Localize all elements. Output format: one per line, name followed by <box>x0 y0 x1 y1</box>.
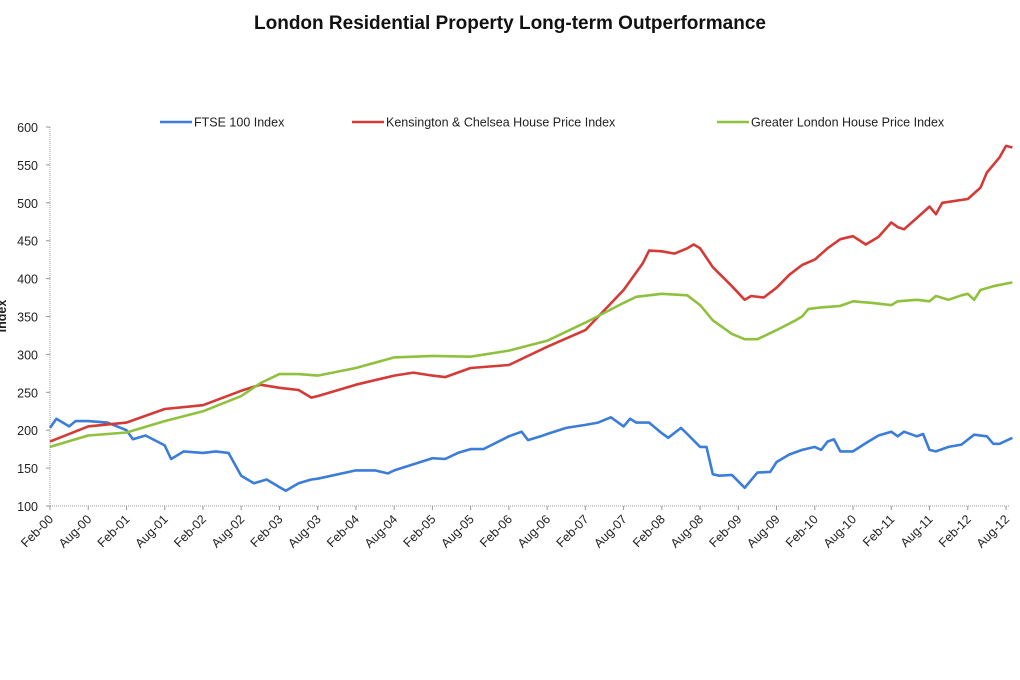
x-tick-label: Feb-05 <box>401 512 439 550</box>
x-tick-label: Aug-09 <box>744 512 782 550</box>
legend-label-1: Kensington & Chelsea House Price Index <box>386 116 616 130</box>
x-tick-label: Feb-08 <box>630 512 668 550</box>
x-tick-label: Feb-07 <box>554 512 592 550</box>
x-tick-label: Aug-06 <box>515 512 553 550</box>
x-tick-label: Feb-00 <box>18 512 56 550</box>
y-tick-label: 200 <box>17 424 38 438</box>
x-tick-label: Aug-00 <box>56 512 94 550</box>
x-tick-label: Aug-01 <box>132 512 170 550</box>
chart-title: London Residential Property Long-term Ou… <box>254 13 766 34</box>
x-tick-label: Aug-12 <box>974 512 1012 550</box>
x-tick-label: Feb-02 <box>171 512 209 550</box>
x-tick-label: Feb-10 <box>783 512 821 550</box>
x-tick-label: Aug-08 <box>668 512 706 550</box>
x-tick-label: Aug-02 <box>209 512 247 550</box>
series-line-0 <box>48 415 1013 493</box>
x-tick-label: Feb-06 <box>477 512 515 550</box>
series-line-2 <box>49 281 1013 449</box>
x-tick-label: Aug-03 <box>285 512 323 550</box>
y-tick-label: 450 <box>17 235 38 249</box>
y-tick-label: 550 <box>17 159 38 173</box>
x-tick-label: Feb-12 <box>936 512 974 550</box>
x-tick-label: Aug-10 <box>821 512 859 550</box>
y-tick-label: 300 <box>17 348 38 362</box>
y-tick-label: 500 <box>17 197 38 211</box>
y-tick-label: 350 <box>17 311 38 325</box>
x-tick-label: Feb-04 <box>324 512 362 550</box>
series-line-1 <box>49 144 1013 443</box>
y-tick-label: 400 <box>17 273 38 287</box>
y-tick-label: 250 <box>17 386 38 400</box>
x-tick-label: Feb-03 <box>248 512 286 550</box>
x-tick-label: Aug-11 <box>898 512 936 550</box>
legend-label-0: FTSE 100 Index <box>194 116 285 130</box>
y-tick-label: 600 <box>17 121 38 135</box>
legend-label-2: Greater London House Price Index <box>751 116 945 130</box>
y-tick-label: 150 <box>17 462 38 476</box>
x-tick-label: Aug-05 <box>438 512 476 550</box>
y-tick-label: 100 <box>17 500 38 514</box>
x-tick-label: Aug-04 <box>362 512 400 550</box>
x-tick-label: Aug-07 <box>591 512 629 550</box>
x-tick-label: Feb-11 <box>860 512 897 549</box>
y-axis-label: Index <box>0 300 9 333</box>
x-tick-label: Feb-01 <box>95 512 133 550</box>
x-tick-label: Feb-09 <box>707 512 745 550</box>
